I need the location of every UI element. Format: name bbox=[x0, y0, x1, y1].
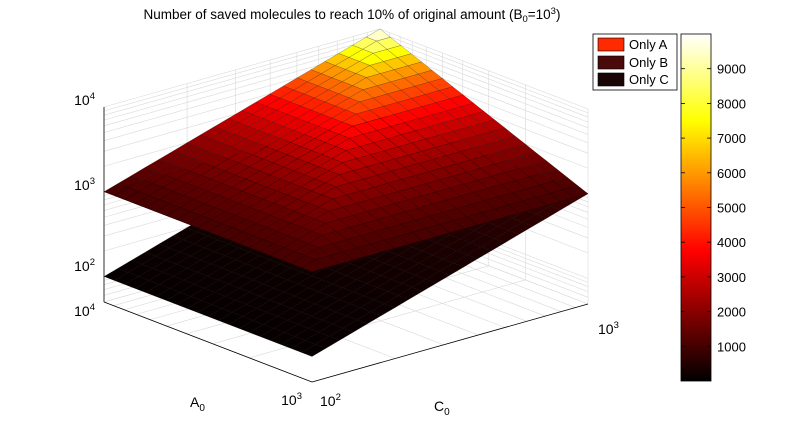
y-tick-label: 103 bbox=[281, 391, 302, 408]
colorbar-tick-label: 2000 bbox=[717, 305, 746, 320]
legend-swatch-only-b bbox=[597, 55, 625, 70]
colorbar-tick-label: 6000 bbox=[717, 166, 746, 181]
legend: Only A Only B Only C bbox=[592, 33, 678, 91]
z-tick-label: 102 bbox=[74, 257, 95, 274]
legend-label-only-b: Only B bbox=[629, 55, 668, 70]
colorbar-fill bbox=[680, 33, 712, 382]
surface-patch bbox=[301, 344, 327, 357]
y-axis-label: A0 bbox=[190, 394, 205, 414]
z-tick-label: 103 bbox=[74, 176, 95, 193]
colorbar-tick-label: 4000 bbox=[717, 235, 746, 250]
y-axis-ticks: 104 103 bbox=[74, 302, 302, 408]
surface-only-a bbox=[103, 28, 589, 272]
x-axis-ticks: 102 103 bbox=[320, 320, 619, 409]
surface-patch bbox=[301, 259, 327, 272]
z-tick-label: 104 bbox=[74, 91, 95, 108]
x-axis-line bbox=[311, 303, 589, 383]
x-tick-label: 102 bbox=[320, 392, 341, 409]
y-axis-line bbox=[103, 301, 313, 383]
legend-swatch-only-a bbox=[597, 37, 625, 52]
colorbar-tick-label: 3000 bbox=[717, 270, 746, 285]
legend-label-only-c: Only C bbox=[629, 72, 669, 87]
legend-label-only-a: Only A bbox=[629, 37, 668, 52]
colorbar: 1000 2000 3000 4000 5000 6000 7000 8000 9000 bbox=[680, 33, 746, 382]
x-tick-label: 103 bbox=[598, 320, 619, 337]
y-tick-label: 104 bbox=[74, 302, 95, 319]
surface-plot bbox=[103, 28, 589, 357]
x-axis-label: C0 bbox=[434, 398, 450, 418]
colorbar-tick-label: 9000 bbox=[717, 62, 746, 77]
colorbar-tick-label: 7000 bbox=[717, 131, 746, 146]
colorbar-tick-label: 1000 bbox=[717, 339, 746, 354]
colorbar-tick-label: 8000 bbox=[717, 96, 746, 111]
z-axis-ticks: 104 103 102 bbox=[74, 91, 95, 274]
legend-swatch-only-c bbox=[597, 72, 625, 87]
colorbar-tick-label: 5000 bbox=[717, 201, 746, 216]
chart-title: Number of saved molecules to reach 10% o… bbox=[144, 6, 561, 25]
